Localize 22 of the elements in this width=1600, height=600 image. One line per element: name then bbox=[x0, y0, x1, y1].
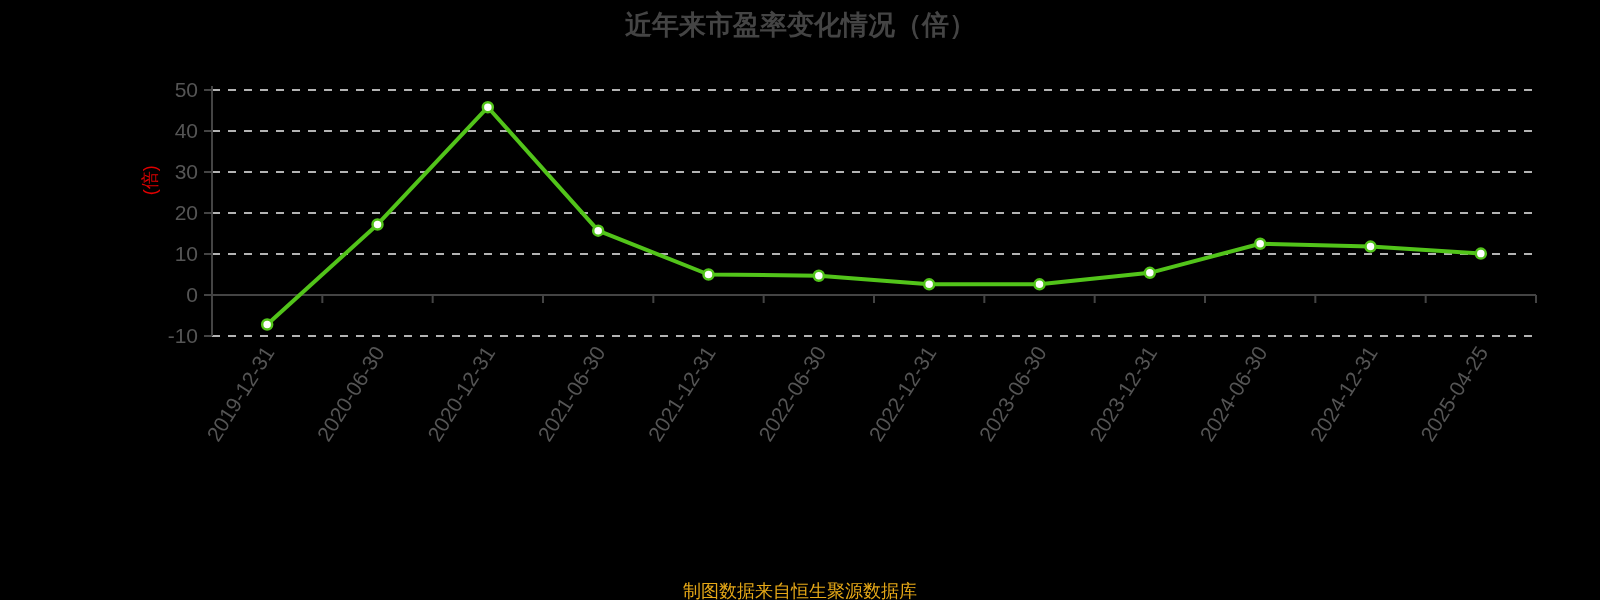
y-tick-label: 40 bbox=[174, 119, 198, 142]
y-tick-label: 0 bbox=[186, 283, 198, 306]
point bbox=[702, 268, 715, 281]
point bbox=[1474, 247, 1488, 260]
point bbox=[1364, 240, 1377, 253]
y-tick-label: 20 bbox=[174, 201, 198, 224]
point bbox=[481, 100, 495, 114]
point bbox=[371, 218, 384, 231]
y-tick-label: 10 bbox=[174, 242, 198, 265]
y-axis-title: (倍) bbox=[140, 165, 160, 196]
text: 制图数据来自恒生聚源数据库 bbox=[683, 581, 917, 600]
y-tick-label: -10 bbox=[167, 324, 198, 347]
y-tick-label: 50 bbox=[174, 78, 198, 101]
point bbox=[260, 318, 274, 331]
point bbox=[591, 224, 605, 237]
point bbox=[1143, 266, 1157, 280]
point bbox=[1033, 278, 1046, 291]
point bbox=[922, 278, 936, 291]
chart-title: 近年来市盈率变化情况（倍） bbox=[624, 10, 976, 40]
point bbox=[1253, 237, 1267, 250]
point bbox=[812, 269, 826, 282]
y-tick-label: 30 bbox=[174, 160, 198, 183]
